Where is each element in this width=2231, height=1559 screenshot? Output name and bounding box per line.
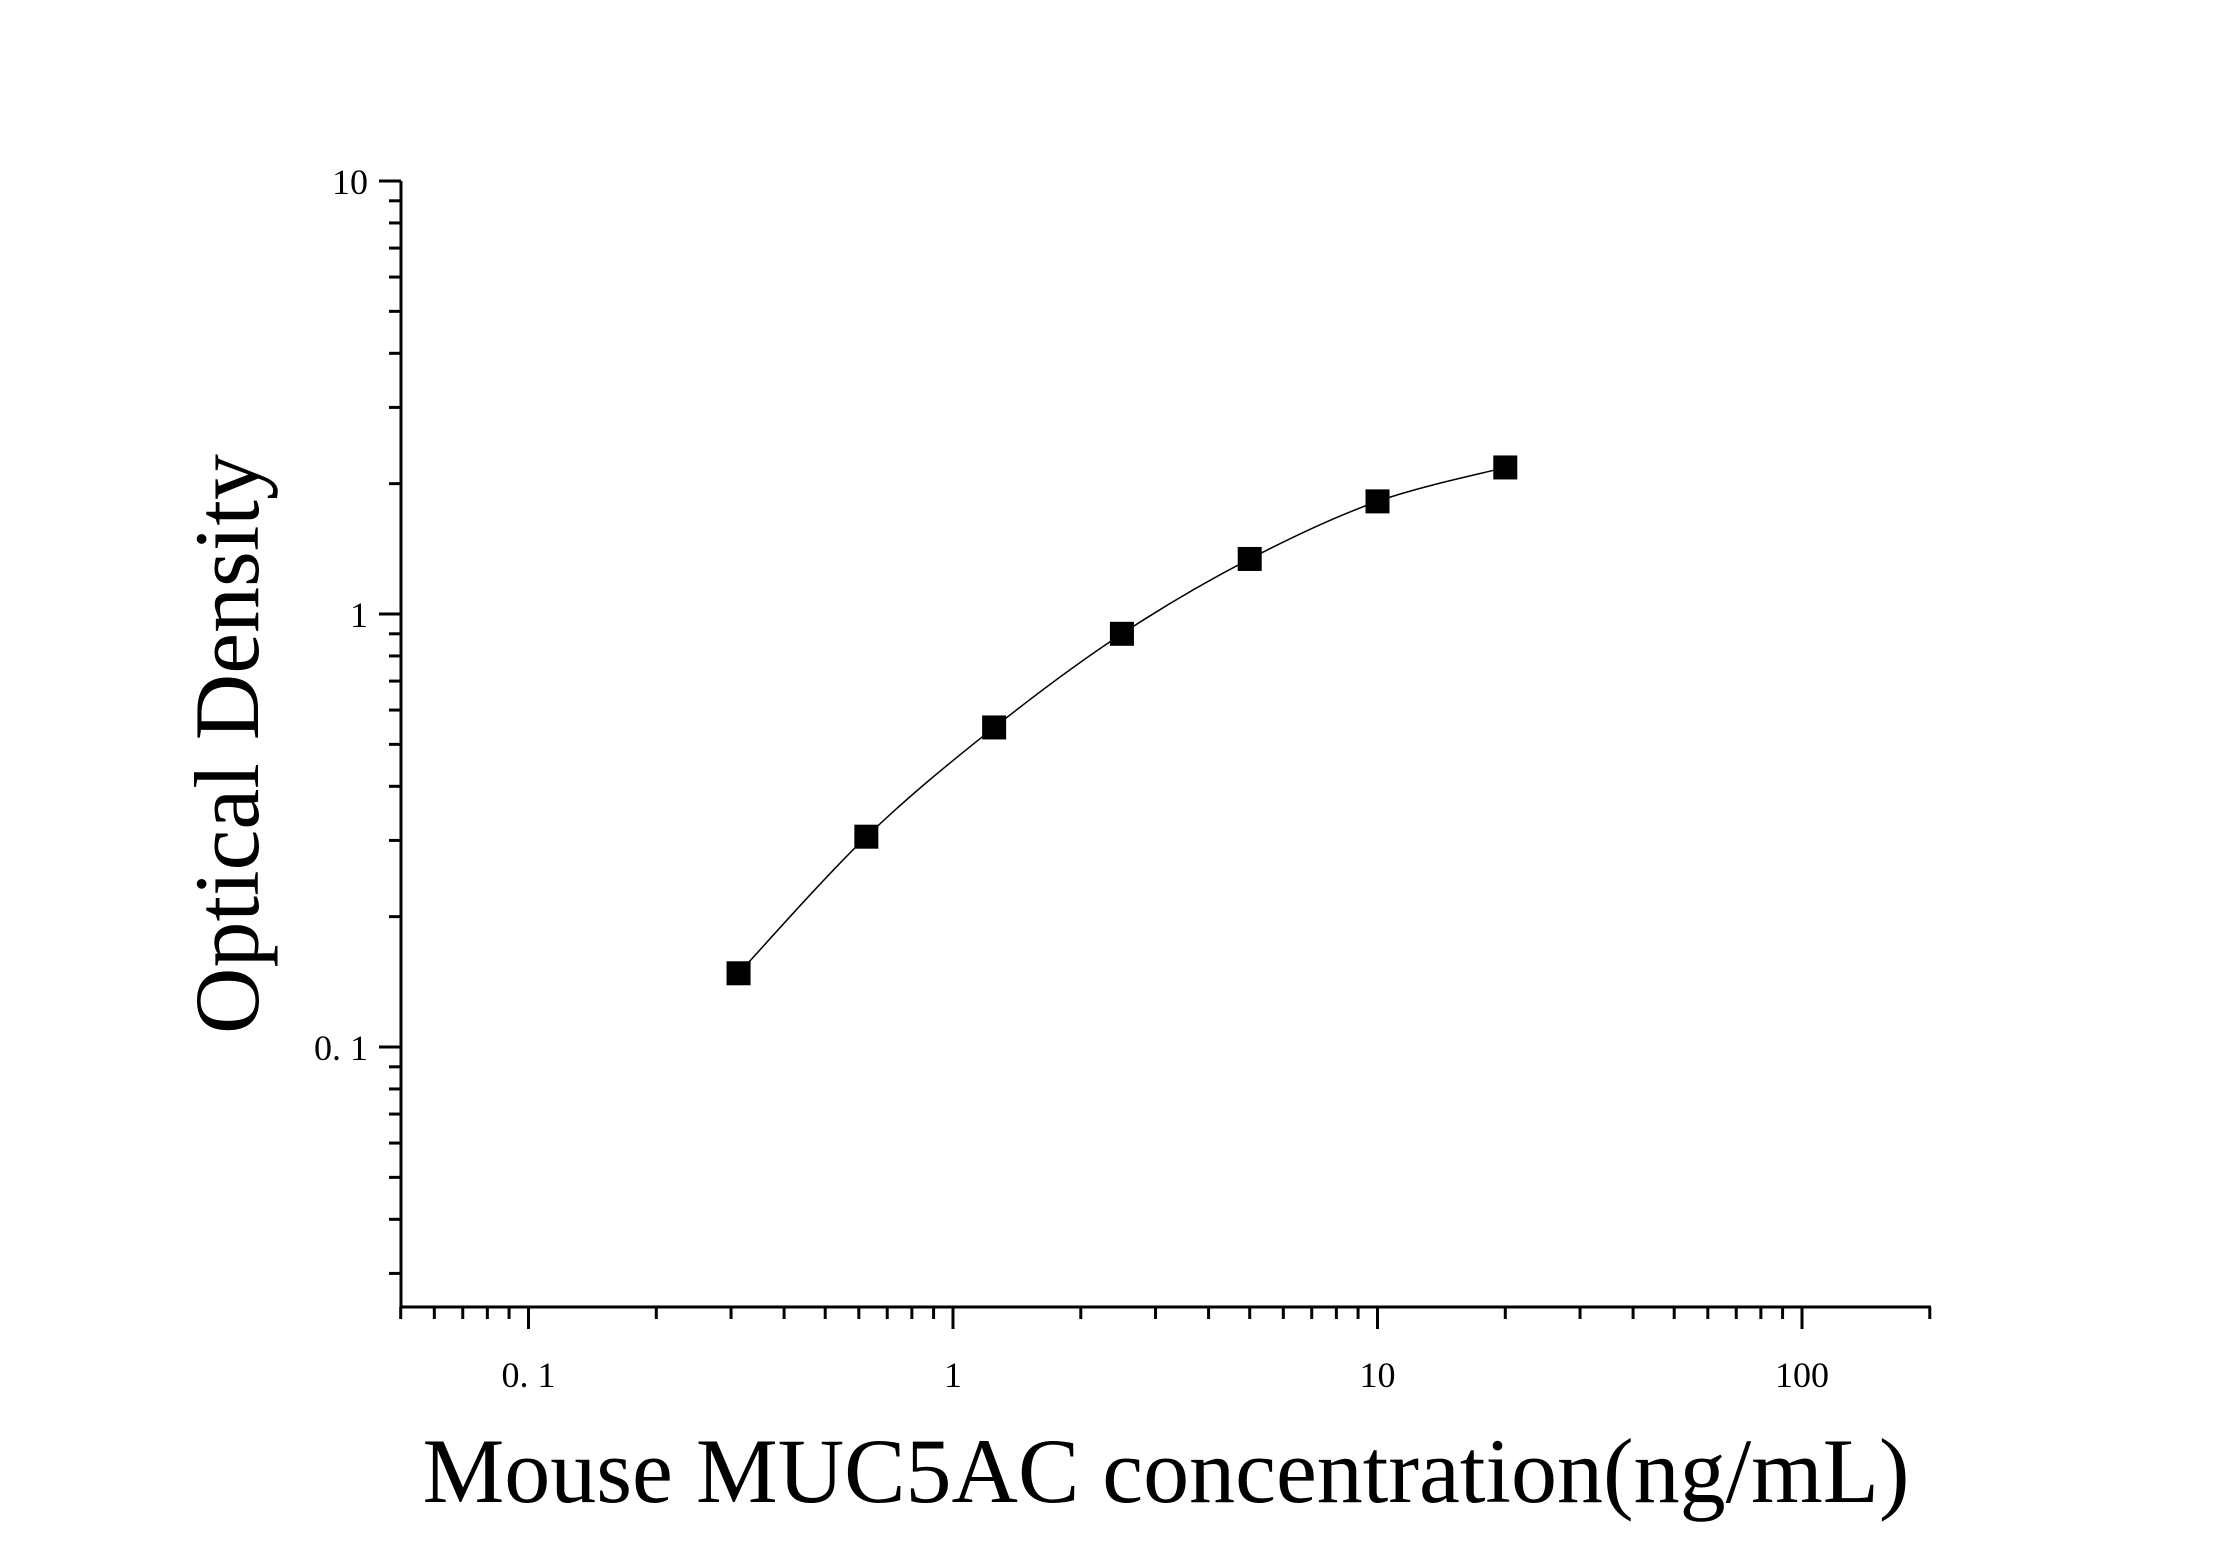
ticks xyxy=(379,179,1932,1329)
data-point xyxy=(1109,621,1134,646)
x-axis-title: Mouse MUC5AC concentration(ng/mL) xyxy=(422,1420,1909,1522)
data-point xyxy=(982,715,1007,740)
x-tick-label: 10 xyxy=(1360,1355,1396,1395)
data-point xyxy=(1365,489,1390,514)
data-point xyxy=(726,961,751,986)
tick-labels: 0. 1 1 10 100 0. 1 1 10 xyxy=(314,162,1829,1395)
data-point xyxy=(1493,455,1518,480)
fit-curve xyxy=(738,466,1506,974)
data-point xyxy=(1237,546,1262,571)
y-axis-title: Optical Density xyxy=(176,454,278,1034)
data-point xyxy=(854,824,879,849)
y-tick-label: 1 xyxy=(350,595,368,635)
y-tick-label: 0. 1 xyxy=(314,1028,368,1068)
x-tick-label: 0. 1 xyxy=(502,1355,556,1395)
x-tick-label: 100 xyxy=(1775,1355,1829,1395)
y-tick-label: 10 xyxy=(332,162,368,202)
axes xyxy=(399,181,1931,1309)
data-points xyxy=(726,455,1518,986)
x-tick-label: 1 xyxy=(944,1355,962,1395)
